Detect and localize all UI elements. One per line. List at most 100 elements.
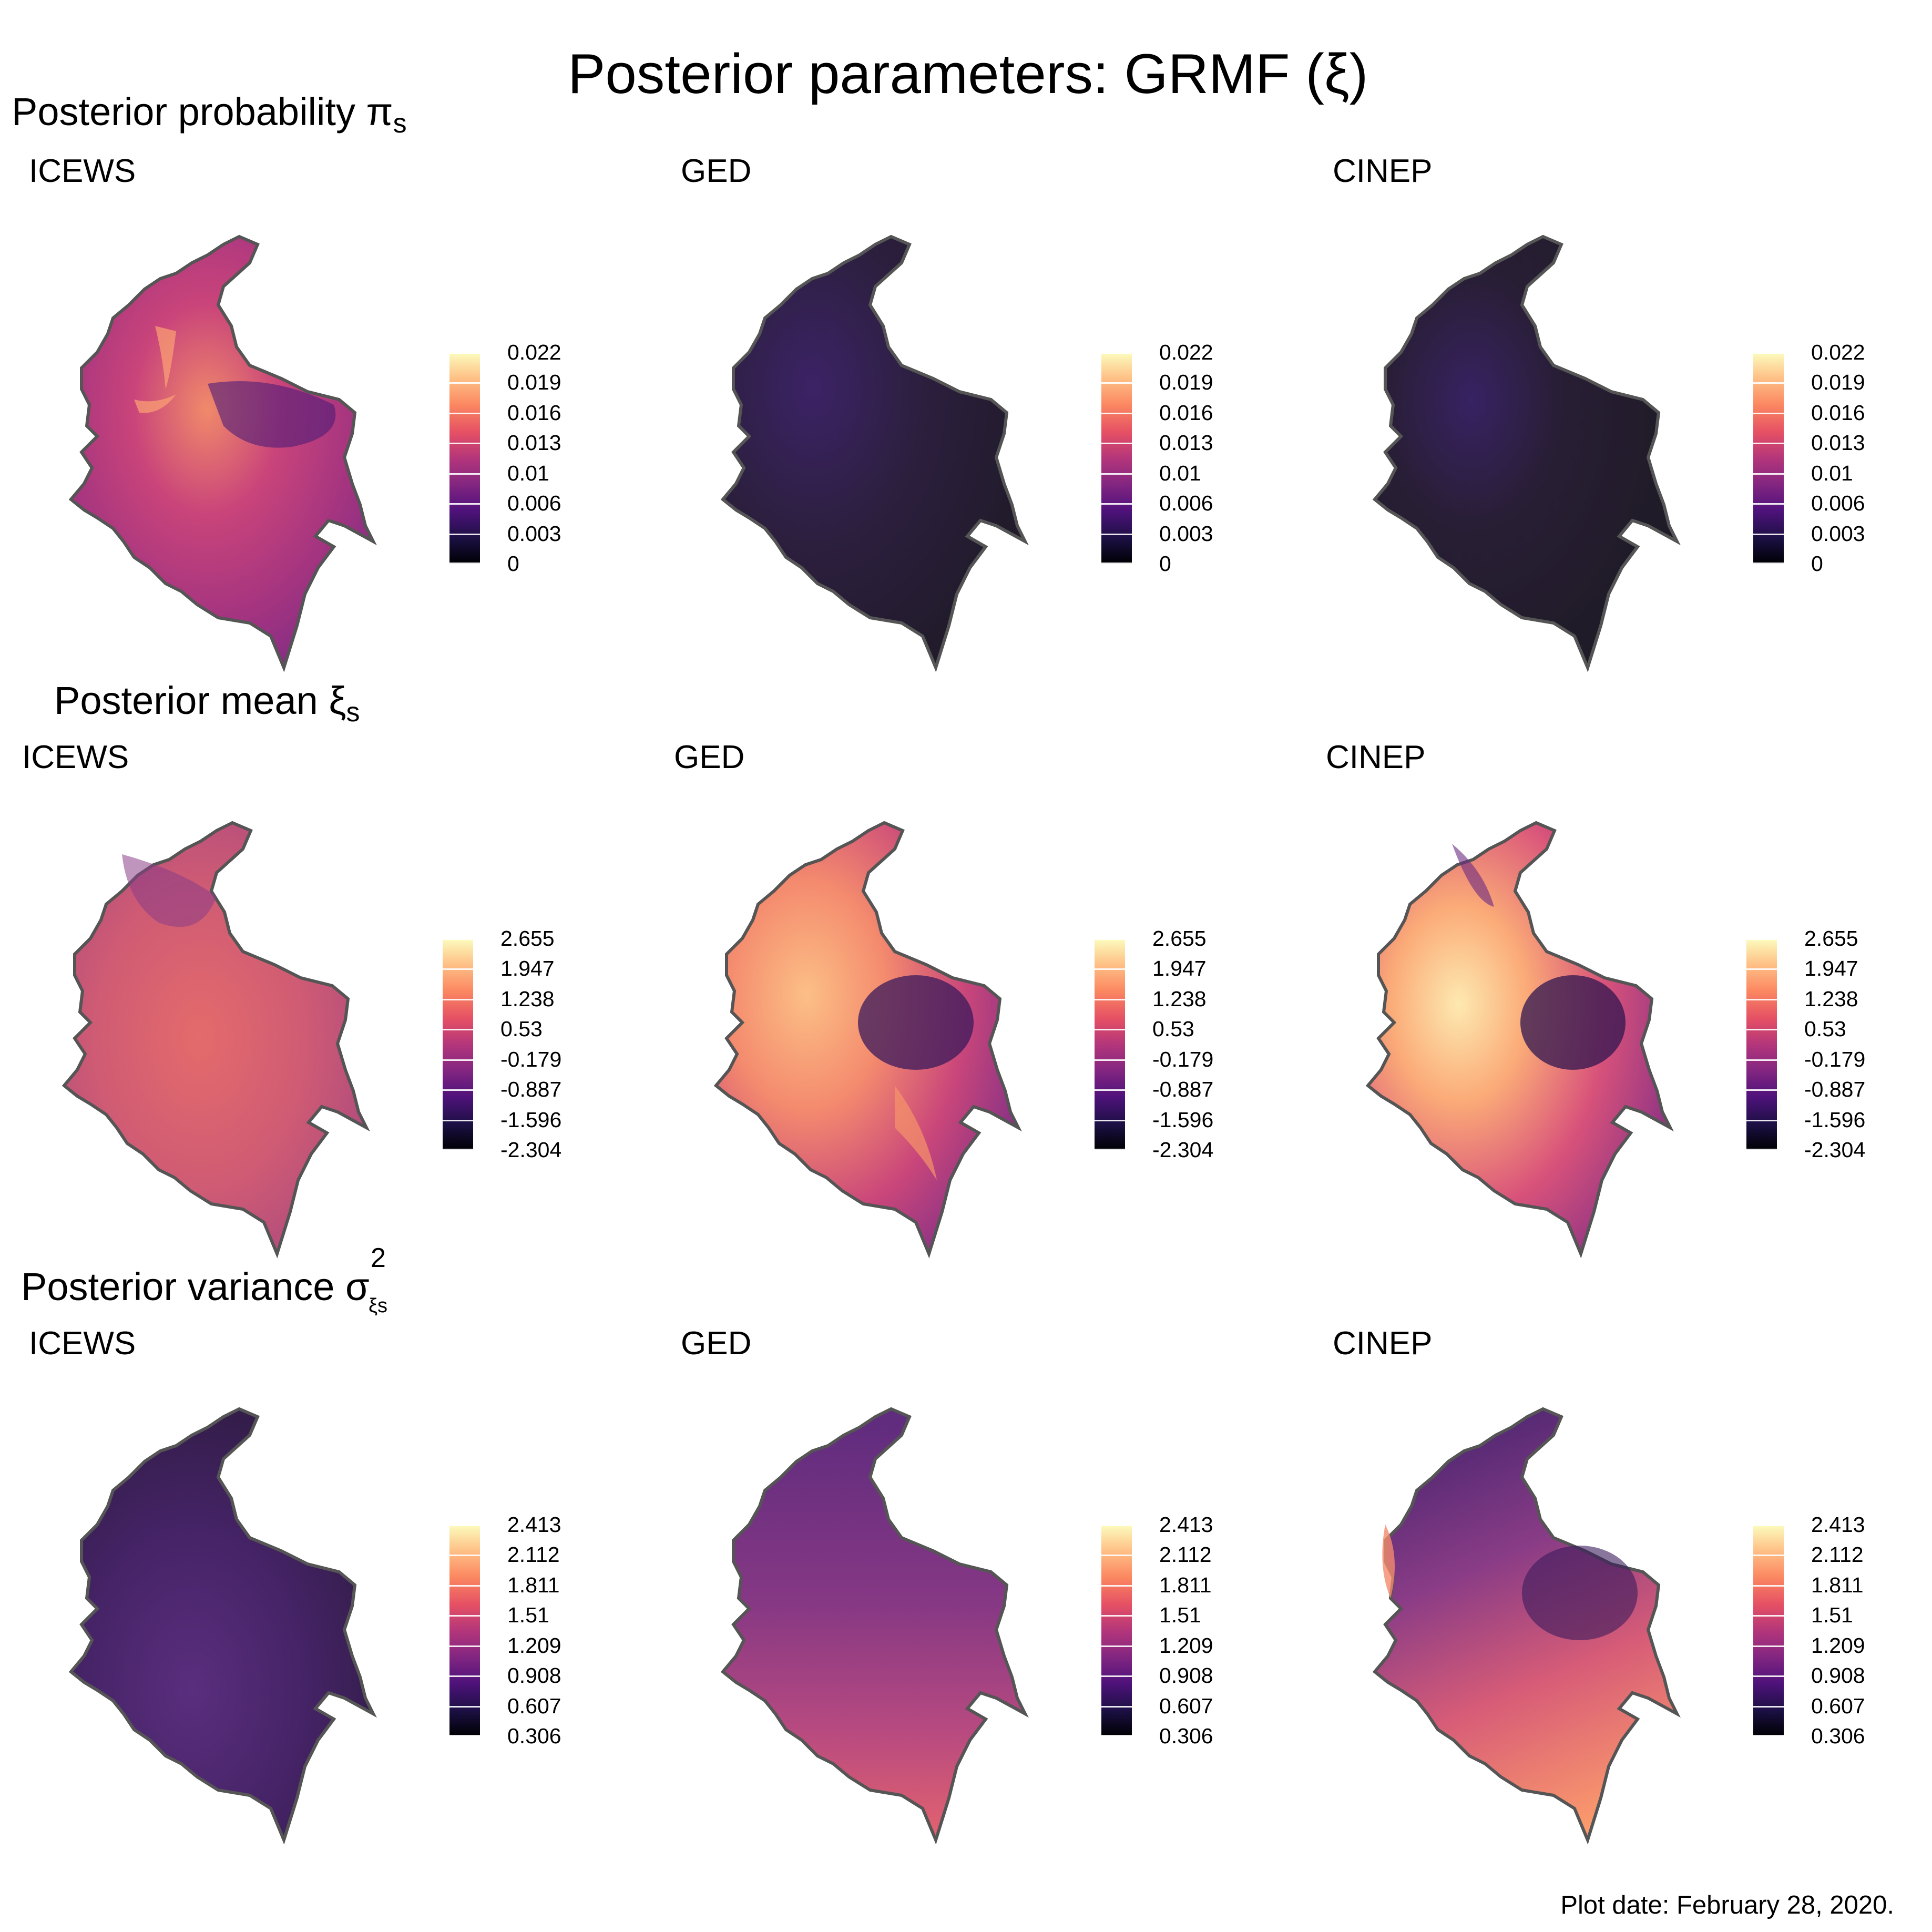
colorbar-label: 0.016 [507, 401, 561, 425]
colorbar-label: 0.607 [1811, 1694, 1865, 1718]
colorbar-tick [1753, 1675, 1784, 1677]
colombia-map [68, 1407, 377, 1845]
colorbar-tick [1101, 1585, 1132, 1587]
colorbar-label: 2.112 [1159, 1542, 1212, 1567]
colorbar-tick [1101, 1735, 1132, 1736]
colorbar-label: 1.209 [507, 1633, 561, 1658]
colorbar-label: 0.006 [1159, 491, 1213, 515]
colorbar-label: 1.947 [1804, 956, 1858, 980]
colorbar-tick [1753, 1585, 1784, 1587]
map-dark-patch [1452, 844, 1494, 907]
colorbar-label: 1.811 [1811, 1573, 1864, 1597]
colorbar-label: 0.306 [1159, 1724, 1213, 1748]
row-title-text: Posterior variance [21, 1265, 335, 1309]
colorbar-label: 0.607 [507, 1694, 561, 1718]
colorbar-label: 0.019 [1811, 370, 1865, 394]
colorbar-label: 1.238 [1152, 987, 1207, 1011]
map-dark-patch [858, 975, 974, 1070]
colorbar-tick [443, 1089, 473, 1091]
colorbar-tick [449, 563, 480, 564]
colorbar-label: 0.01 [1811, 461, 1853, 485]
colorbar-tick [1753, 1555, 1784, 1556]
colorbar-label: 2.413 [1159, 1512, 1213, 1537]
map-panel-probability-icews: ICEWS 0.022 0.019 0.016 0.013 0.01 0.006… [29, 152, 681, 731]
map-region-fill [720, 1407, 1029, 1845]
row-title-subscript: s [346, 697, 360, 728]
colorbar [449, 352, 480, 564]
map-highlight [134, 326, 176, 413]
colorbar-legend: 2.655 1.947 1.238 0.53 -0.179 -0.887 -1.… [443, 928, 590, 1161]
colorbar [1095, 938, 1125, 1150]
colorbar-legend: 2.413 2.112 1.811 1.51 1.209 0.908 0.607… [449, 1514, 597, 1747]
row-title-mean: Posterior mean ξs [54, 678, 360, 728]
colorbar-tick [449, 352, 480, 354]
colorbar-tick [1746, 1059, 1777, 1061]
colorbar [1101, 352, 1132, 564]
colorbar [1746, 938, 1777, 1150]
colorbar-tick [1101, 563, 1132, 564]
colorbar-tick [1101, 1525, 1132, 1526]
row-title-subscript: s [393, 108, 407, 139]
colorbar-label: 0.003 [507, 522, 561, 546]
colorbar-tick [1753, 1645, 1784, 1647]
colorbar-tick [1095, 1149, 1125, 1150]
colorbar-tick [1095, 938, 1125, 940]
colorbar-tick [1101, 1615, 1132, 1617]
colorbar-label: 0.53 [500, 1017, 543, 1041]
map-region-fill [68, 234, 377, 672]
colorbar-label: 0.019 [1159, 370, 1213, 394]
map-dark-patch [1522, 1546, 1638, 1640]
colorbar-tick [1095, 1059, 1125, 1061]
colorbar-tick [449, 443, 480, 444]
colombia-map [720, 234, 1029, 672]
colorbar-label: 1.209 [1811, 1633, 1865, 1658]
colorbar-tick [1746, 1120, 1777, 1121]
map-panel-variance-ged: GED 2.413 2.112 1.811 1.51 1.209 0.908 0… [681, 1325, 1333, 1903]
colorbar-label: -1.596 [1152, 1108, 1214, 1132]
colorbar-tick [1753, 382, 1784, 384]
colorbar-tick [443, 1059, 473, 1061]
map-panel-mean-icews: ICEWS 2.655 1.947 1.238 0.53 -0.179 -0.8… [22, 739, 674, 1317]
map-dark-patch [1520, 975, 1626, 1070]
colorbar-tick [1746, 999, 1777, 1000]
row-title-superscript: 2 [370, 1243, 386, 1273]
panel-label: GED [681, 153, 752, 189]
map-dark-patch [122, 854, 217, 927]
colorbar-label: 1.51 [507, 1603, 549, 1627]
row-title-symbol-group: σ 2 ξs [345, 1243, 387, 1317]
row-title-text: Posterior probability [12, 90, 355, 134]
colorbar-label: -0.179 [1804, 1047, 1866, 1071]
colorbar-label: 1.209 [1159, 1633, 1213, 1658]
colorbar-label: 0.908 [1159, 1663, 1213, 1688]
colorbar-label: 1.947 [1152, 956, 1207, 980]
colorbar-label: 2.655 [1804, 926, 1858, 950]
colorbar [443, 938, 473, 1150]
colorbar-label: 0.607 [1159, 1694, 1213, 1718]
colorbar-label: 1.238 [1804, 987, 1858, 1011]
colorbar-label: 0 [1811, 551, 1823, 576]
colorbar-tick [443, 1149, 473, 1150]
colorbar-label: -1.596 [1804, 1108, 1866, 1132]
colorbar-tick [1101, 352, 1132, 354]
map-panel-probability-ged: GED 0.022 0.019 0.016 0.013 0.01 0.006 0… [681, 152, 1333, 731]
colorbar-label: 0.013 [1811, 431, 1865, 455]
colorbar-legend: 2.413 2.112 1.811 1.51 1.209 0.908 0.607… [1101, 1514, 1249, 1748]
colorbar-label: 0.022 [1159, 340, 1213, 364]
colorbar-tick [1746, 1149, 1777, 1150]
colorbar-label: -1.596 [500, 1108, 562, 1132]
colorbar-tick [1746, 1029, 1777, 1030]
colorbar-label: 2.112 [1811, 1542, 1864, 1567]
colorbar-tick [449, 1555, 480, 1556]
row-title-symbol: σ [345, 1265, 370, 1309]
row-title-variance: Posterior variance σ 2 ξs [21, 1243, 387, 1317]
colorbar-tick [449, 1675, 480, 1677]
map-region-fill [1372, 1407, 1681, 1845]
colorbar [1101, 1525, 1132, 1736]
colorbar-label: 1.811 [1159, 1573, 1212, 1597]
colorbar-tick [1101, 1675, 1132, 1677]
colombia-map [68, 234, 377, 672]
colorbar-tick [1101, 1555, 1132, 1556]
colorbar-label: 0.01 [507, 461, 549, 485]
colorbar [449, 1525, 480, 1736]
colorbar-label: -0.179 [1152, 1047, 1214, 1071]
